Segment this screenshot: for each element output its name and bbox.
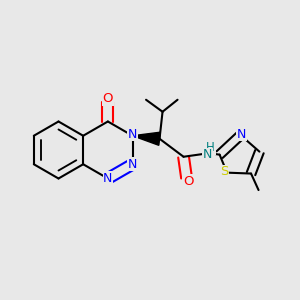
Text: N: N: [237, 128, 246, 141]
Text: N: N: [203, 148, 212, 161]
Text: O: O: [183, 175, 193, 188]
Text: N: N: [103, 172, 112, 185]
Text: O: O: [103, 92, 113, 105]
Text: S: S: [220, 165, 228, 178]
Text: N: N: [128, 158, 137, 171]
Polygon shape: [133, 132, 160, 145]
Text: H: H: [206, 141, 215, 154]
Text: N: N: [128, 128, 137, 141]
